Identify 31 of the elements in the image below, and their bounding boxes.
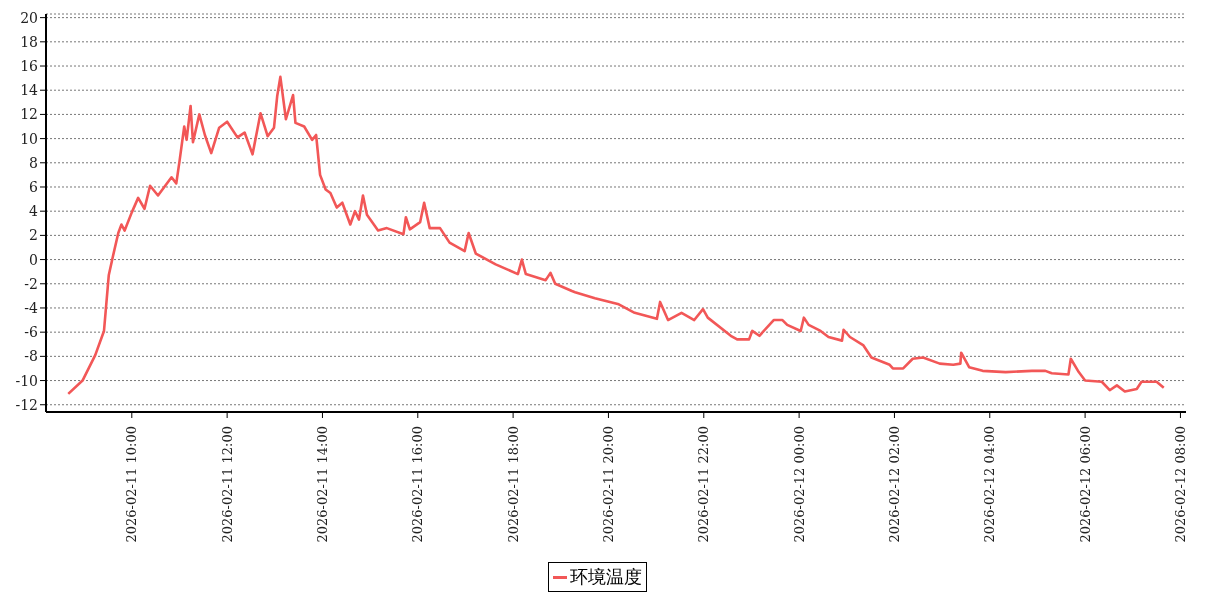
x-tick-label: 2026-02-12 04:00	[982, 426, 998, 543]
x-tick-label: 2026-02-11 12:00	[219, 426, 235, 543]
y-tick-label: 2	[29, 227, 38, 244]
y-tick-label: -2	[24, 275, 38, 292]
y-tick-label: 16	[20, 57, 39, 74]
x-tick-label: 2026-02-12 00:00	[791, 426, 807, 543]
legend-label: 环境温度	[568, 565, 642, 589]
x-tick-label: 2026-02-12 08:00	[1172, 426, 1188, 543]
x-tick-label: 2026-02-11 16:00	[410, 426, 426, 543]
x-tick-label: 2026-02-11 18:00	[505, 426, 521, 543]
y-tick-label: 10	[20, 130, 38, 147]
y-tick-label: 18	[20, 33, 38, 50]
x-tick-label: 2026-02-11 20:00	[600, 426, 616, 543]
y-tick-label: -10	[15, 372, 38, 389]
x-tick-label: 2026-02-12 02:00	[886, 426, 902, 543]
y-tick-label: 4	[29, 203, 39, 220]
y-tick-label: 0	[29, 251, 38, 268]
x-tick-label: 2026-02-11 22:00	[696, 426, 712, 543]
line-series	[66, 75, 1166, 396]
y-tick-label: -12	[15, 396, 38, 413]
x-tick-label: 2026-02-11 10:00	[124, 426, 140, 543]
y-tick-label: 8	[29, 154, 38, 171]
y-tick-label: -6	[24, 324, 39, 341]
y-tick-label: -8	[24, 348, 38, 365]
y-tick-label: 6	[29, 178, 39, 195]
y-tick-label: 20	[20, 9, 38, 26]
y-tick-label: -4	[24, 299, 39, 316]
x-tick-label: 2026-02-12 06:00	[1077, 426, 1093, 543]
x-tick-label: 2026-02-11 14:00	[314, 426, 330, 543]
y-tick-label: 12	[20, 106, 38, 123]
y-tick-label: 14	[20, 82, 39, 99]
